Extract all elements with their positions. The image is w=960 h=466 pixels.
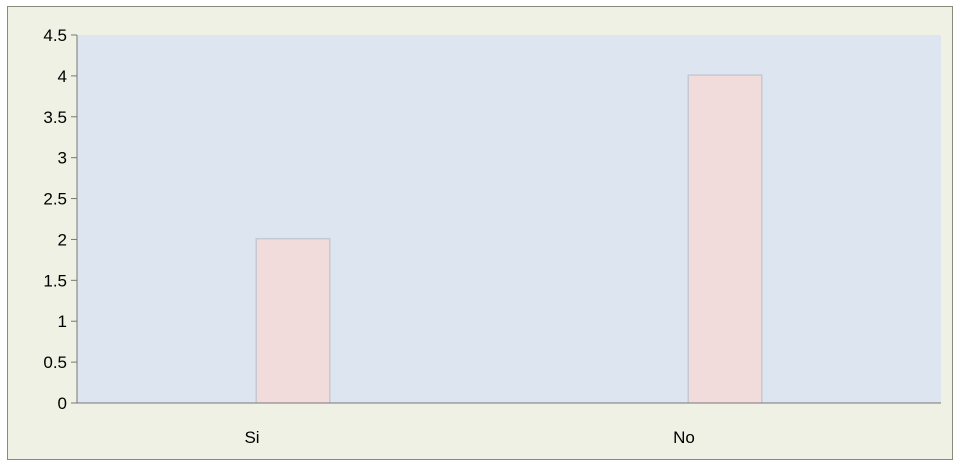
- y-tick-label: 4.5: [43, 26, 67, 45]
- y-tick-label: 2.5: [43, 190, 67, 209]
- bar-series: [255, 74, 763, 403]
- y-tick-label: 0: [58, 394, 67, 413]
- y-axis-ticks: 0 0.5 1 1.5 2 2.5 3 3.5 4 4.5: [43, 26, 77, 413]
- y-tick-label: 3.5: [43, 108, 67, 127]
- x-category-label: No: [673, 428, 695, 447]
- x-category-label: Si: [244, 428, 259, 447]
- y-tick-label: 3: [58, 149, 67, 168]
- x-axis-labels: Si No: [244, 428, 694, 447]
- plot-area: [77, 35, 941, 403]
- bar-si: [257, 239, 329, 403]
- y-tick-label: 4: [58, 67, 67, 86]
- y-tick-label: 1.5: [43, 271, 67, 290]
- y-tick-label: 0.5: [43, 353, 67, 372]
- y-tick-label: 1: [58, 312, 67, 331]
- bar-no: [689, 75, 761, 403]
- y-tick-label: 2: [58, 230, 67, 249]
